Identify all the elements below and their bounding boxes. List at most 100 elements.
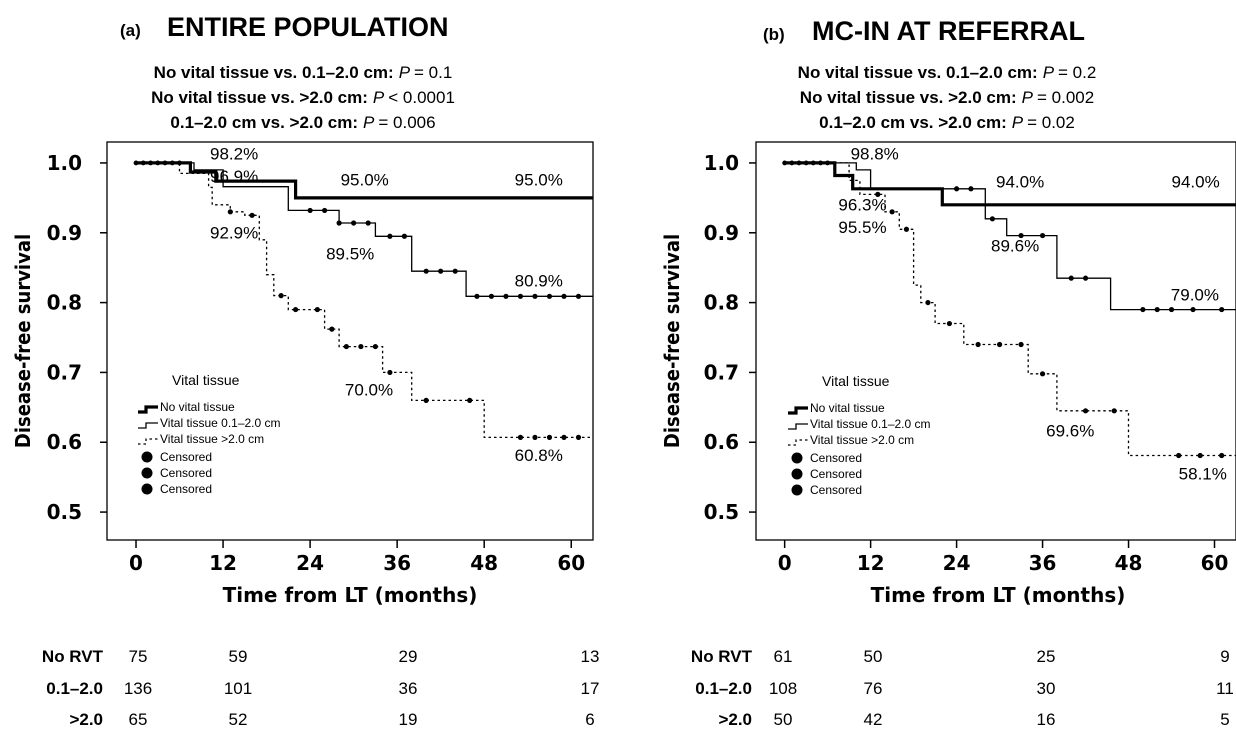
censor-mark [278, 293, 284, 299]
survival-curve-thick [136, 161, 593, 200]
y-tick-label: 0.9 [704, 221, 739, 245]
p-value: = 0.002 [1037, 88, 1094, 107]
survival-curve-thick [784, 161, 1236, 207]
risk-table-cell: 19 [399, 710, 418, 729]
censor-mark [387, 369, 393, 376]
legend-line-sample [138, 438, 158, 445]
censor-mark [789, 160, 795, 166]
risk-table-row-label: No RVT [691, 647, 753, 666]
censor-mark [1190, 306, 1196, 313]
censor-mark [133, 160, 139, 166]
p-value-symbol: P [363, 113, 375, 132]
censor-mark [372, 343, 378, 350]
p-value-line: No vital tissue vs. >2.0 cm: P < 0.0001 [151, 88, 455, 107]
censor-mark [1111, 408, 1117, 414]
risk-table-cell: 65 [129, 710, 148, 729]
p-value-line: 0.1–2.0 cm vs. >2.0 cm: P = 0.02 [819, 113, 1075, 132]
p-value-line: No vital tissue vs. 0.1–2.0 cm: P = 0.2 [798, 63, 1097, 82]
risk-table-cell: 61 [774, 647, 793, 666]
y-axis-label: Disease-free survival [660, 234, 684, 448]
survival-annotation: 98.2% [210, 144, 258, 163]
risk-table-cell: 6 [585, 710, 594, 729]
censor-mark [249, 212, 255, 218]
censor-mark [1219, 452, 1225, 459]
x-tick-label: 24 [943, 551, 971, 575]
risk-table-cell: 108 [769, 679, 797, 698]
survival-curve-dotted [136, 162, 593, 439]
censor-mark [810, 160, 816, 166]
p-value: = 0.006 [378, 113, 435, 132]
censor-mark [1039, 371, 1046, 377]
censor-mark [889, 209, 895, 215]
p-value-line: No vital tissue vs. 0.1–2.0 cm: P = 0.1 [154, 63, 453, 82]
legend-censor-marker [141, 451, 153, 463]
censor-mark [452, 268, 458, 274]
legend-title: Vital tissue [822, 373, 890, 389]
risk-table-row-label: 0.1–2.0 [46, 679, 103, 698]
survival-annotation: 58.1% [1179, 464, 1227, 483]
y-tick-label: 0.5 [47, 500, 82, 524]
censor-mark [329, 326, 335, 332]
legend-title: Vital tissue [172, 372, 240, 388]
censor-mark [532, 434, 538, 440]
legend-censor-marker [141, 467, 153, 479]
survival-annotation: 94.0% [996, 172, 1044, 191]
p-value-symbol: P [373, 88, 385, 107]
x-tick-label: 36 [383, 551, 411, 575]
p-value-line: No vital tissue vs. >2.0 cm: P = 0.002 [800, 88, 1094, 107]
p-value-label: No vital tissue vs. 0.1–2.0 cm: [798, 63, 1038, 82]
x-tick-label: 0 [129, 551, 143, 575]
p-value-label: No vital tissue vs. 0.1–2.0 cm: [154, 63, 394, 82]
censor-mark [796, 160, 802, 166]
censor-mark [314, 306, 320, 313]
censor-mark [946, 320, 953, 327]
risk-table-row-label: >2.0 [69, 710, 103, 729]
censor-mark [575, 293, 582, 299]
y-tick-label: 0.8 [704, 291, 739, 315]
censor-mark [1176, 452, 1182, 459]
panel-b: (b) MC-IN AT REFERRAL No vital tissue vs. … [660, 16, 1236, 729]
censor-mark [1197, 452, 1203, 459]
panel-a: (a) ENTIRE POPULATION No vital tissue vs. … [11, 12, 599, 729]
y-tick-label: 0.7 [47, 360, 82, 384]
censor-mark [140, 160, 146, 166]
censor-mark [423, 268, 429, 274]
censor-mark [561, 293, 567, 299]
panel-title: MC-IN AT REFERRAL [812, 16, 1085, 46]
censor-mark [148, 160, 153, 166]
risk-table-cell: 50 [864, 647, 883, 666]
y-tick-label: 0.8 [47, 291, 82, 315]
risk-table-cell: 29 [399, 647, 418, 666]
censor-mark [467, 397, 473, 403]
censor-mark [365, 220, 371, 226]
x-tick-label: 24 [296, 551, 324, 575]
censor-mark [1082, 275, 1089, 281]
legend-item: Vital tissue >2.0 cm [160, 432, 264, 446]
censor-mark [975, 341, 981, 348]
survival-annotation: 94.0% [1172, 172, 1220, 191]
legend-item: No vital tissue [160, 400, 235, 414]
risk-table-cell: 25 [1037, 647, 1056, 666]
censor-mark [517, 434, 524, 440]
x-tick-label: 60 [557, 551, 585, 575]
legend-censor-marker [791, 452, 803, 464]
legend-censor-marker [791, 484, 803, 496]
censor-mark [1168, 306, 1175, 313]
legend-censored-label: Censored [810, 451, 862, 465]
censor-mark [343, 343, 349, 350]
p-value-symbol: P [399, 63, 411, 82]
legend-line-sample [138, 422, 158, 429]
y-tick-label: 1.0 [704, 151, 739, 175]
risk-table-cell: 59 [229, 647, 248, 666]
censor-mark [1154, 306, 1160, 313]
p-value-label: 0.1–2.0 cm vs. >2.0 cm: [819, 113, 1007, 132]
censor-mark [351, 220, 357, 226]
censor-mark [561, 434, 567, 440]
risk-table-cell: 75 [129, 647, 148, 666]
survival-annotation: 89.5% [326, 244, 374, 263]
censor-mark [996, 341, 1003, 348]
censor-mark [358, 343, 364, 350]
legend-item: Vital tissue >2.0 cm [810, 433, 914, 447]
censor-mark [307, 207, 313, 214]
censor-mark [503, 293, 509, 299]
